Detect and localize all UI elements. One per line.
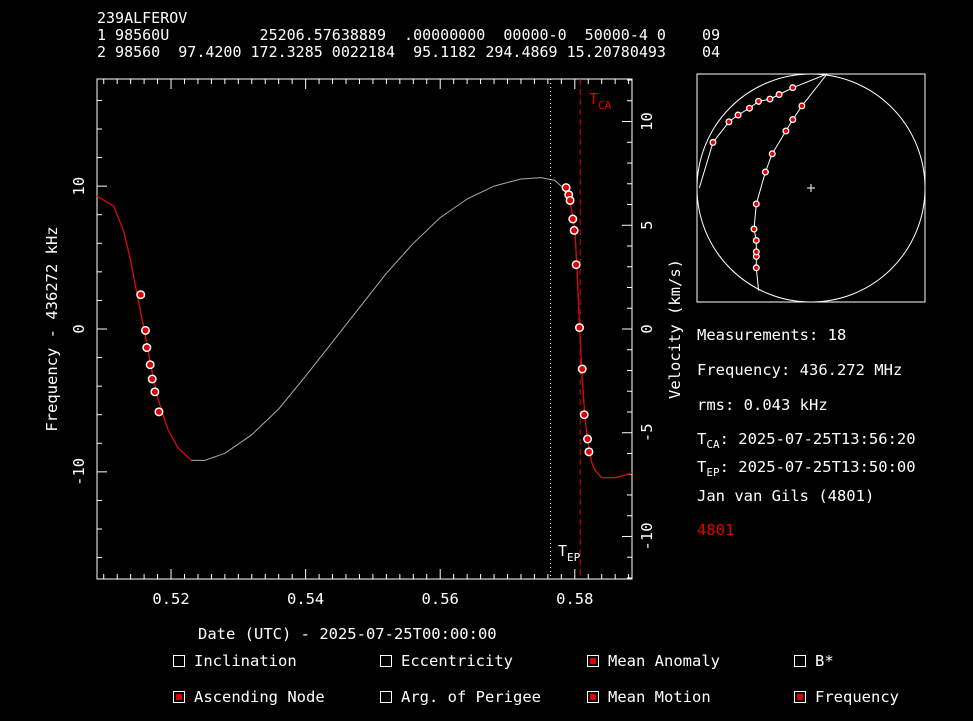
tep-value: TEP: 2025-07-25T13:50:00: [697, 458, 916, 480]
skyplot-point-core: [751, 226, 757, 232]
x-tick-label: 0.54: [287, 590, 324, 608]
frequency-value: Frequency: 436.272 MHz: [697, 361, 903, 379]
checkbox-mean-motion[interactable]: [587, 691, 599, 703]
skyplot-point-core: [783, 128, 789, 134]
option-mean-anomaly[interactable]: Mean Anomaly: [587, 652, 720, 670]
measurement-point-core: [567, 197, 574, 204]
measurement-point-core: [149, 376, 156, 382]
axis-ticks: 0.52 0.54 0.56 0.58 10 0 -10 10 5 0 -5 -10: [70, 79, 656, 608]
measurement-point-core: [563, 184, 570, 191]
skyplot-point-core: [754, 201, 759, 207]
checkbox-arg-of-perigee[interactable]: [380, 691, 392, 703]
measurement-point-core: [571, 227, 578, 234]
checkbox-bstar[interactable]: [794, 655, 806, 667]
measurement-point-core: [155, 408, 162, 415]
option-label: Eccentricity: [401, 652, 513, 670]
y-tick-label: 10: [70, 177, 88, 196]
option-label: Mean Motion: [608, 688, 711, 706]
skyplot-point-core: [754, 265, 759, 270]
measurement-point-core: [151, 388, 158, 395]
y2-tick-label: 5: [638, 221, 656, 230]
skyplot-horizon: [696, 73, 926, 303]
option-label: Inclination: [194, 652, 297, 670]
measurement-point-core: [576, 324, 583, 331]
option-eccentricity[interactable]: Eccentricity: [380, 652, 513, 670]
option-mean-motion[interactable]: Mean Motion: [587, 688, 711, 706]
checkbox-inclination[interactable]: [173, 655, 185, 667]
option-arg-of-perigee[interactable]: Arg. of Perigee: [380, 688, 541, 706]
skyplot-point-core: [754, 238, 759, 243]
y2-axis-label: Velocity (km/s): [666, 259, 684, 399]
measurement-point-core: [573, 261, 580, 268]
option-ascending-node[interactable]: Ascending Node: [173, 688, 325, 706]
skyplot-point-core: [767, 96, 773, 102]
measurements-count: Measurements: 18: [697, 326, 847, 344]
measurement-point-core: [569, 216, 576, 222]
fit-curve-highlight: [560, 185, 633, 479]
skyplot-point-core: [754, 249, 759, 255]
y2-tick-label: -5: [638, 423, 656, 442]
option-label: Mean Anomaly: [608, 652, 720, 670]
skyplot-point-core: [726, 119, 732, 125]
skyplot-tracks: [698, 73, 828, 291]
checkbox-mean-anomaly[interactable]: [587, 655, 599, 667]
rms-value: rms: 0.043 kHz: [697, 396, 828, 414]
option-frequency[interactable]: Frequency: [794, 688, 899, 706]
y2-tick-label: -10: [638, 522, 656, 550]
skyplot-point-core: [756, 99, 761, 104]
y2-tick-label: 10: [638, 112, 656, 131]
tle-line-1: 1 98560U 25206.57638889 .00000000 00000-…: [97, 26, 721, 44]
track-path: [698, 73, 828, 189]
option-label: Frequency: [815, 688, 899, 706]
skyplot-center-cross: [807, 184, 815, 192]
x-tick-label: 0.52: [152, 590, 189, 608]
tle-line-2: 2 98560 97.4200 172.3285 0022184 95.1182…: [97, 43, 721, 61]
tep-label: TEP: [558, 542, 581, 564]
skyplot-point-core: [770, 151, 775, 156]
x-tick-label: 0.56: [422, 590, 459, 608]
skyplot-point-core: [747, 106, 752, 111]
checkbox-ascending-node[interactable]: [173, 691, 185, 703]
option-label: B*: [815, 652, 834, 670]
measurement-point-core: [584, 436, 591, 442]
skyplot-point-core: [776, 92, 782, 97]
measurement-point-core: [143, 344, 150, 351]
y-tick-label: 0: [70, 324, 88, 333]
skyplot-point-core: [735, 112, 741, 118]
measurement-points: [136, 183, 594, 457]
fit-curve: [96, 177, 633, 479]
option-bstar[interactable]: B*: [794, 652, 834, 670]
measurement-point-core: [579, 366, 586, 372]
measurement-point-core: [585, 448, 592, 455]
skyplot-point-core: [790, 117, 795, 122]
tca-value: TCA: 2025-07-25T13:56:20: [697, 430, 916, 452]
fit-curves: [96, 79, 633, 579]
skyplot-point-core: [799, 103, 805, 109]
y-tick-label: -10: [70, 458, 88, 486]
observer-name: Jan van Gils (4801): [697, 487, 875, 505]
skyplot-point-core: [710, 140, 716, 145]
option-inclination[interactable]: Inclination: [173, 652, 297, 670]
x-axis-label: Date (UTC) - 2025-07-25T00:00:00: [198, 625, 497, 643]
skyplot-point-core: [763, 169, 768, 175]
track-path: [753, 73, 828, 291]
skyplot-point-core: [754, 254, 759, 259]
option-label: Ascending Node: [194, 688, 325, 706]
y-axis-label: Frequency - 436272 kHz: [43, 226, 61, 431]
option-label: Arg. of Perigee: [401, 688, 541, 706]
y2-tick-label: 0: [638, 324, 656, 333]
measurement-point-core: [147, 361, 154, 368]
checkbox-frequency[interactable]: [794, 691, 806, 703]
measurement-point-core: [137, 291, 144, 298]
satellite-name: 239ALFEROV: [97, 9, 188, 27]
tca-label: TCA: [589, 90, 612, 112]
x-tick-label: 0.58: [556, 590, 593, 608]
site-id: 4801: [697, 521, 735, 539]
measurement-point-core: [581, 411, 588, 418]
checkbox-eccentricity[interactable]: [380, 655, 392, 667]
skyplot-point-core: [790, 85, 795, 90]
plot-frame: [96, 78, 633, 580]
measurement-point-core: [142, 327, 149, 334]
